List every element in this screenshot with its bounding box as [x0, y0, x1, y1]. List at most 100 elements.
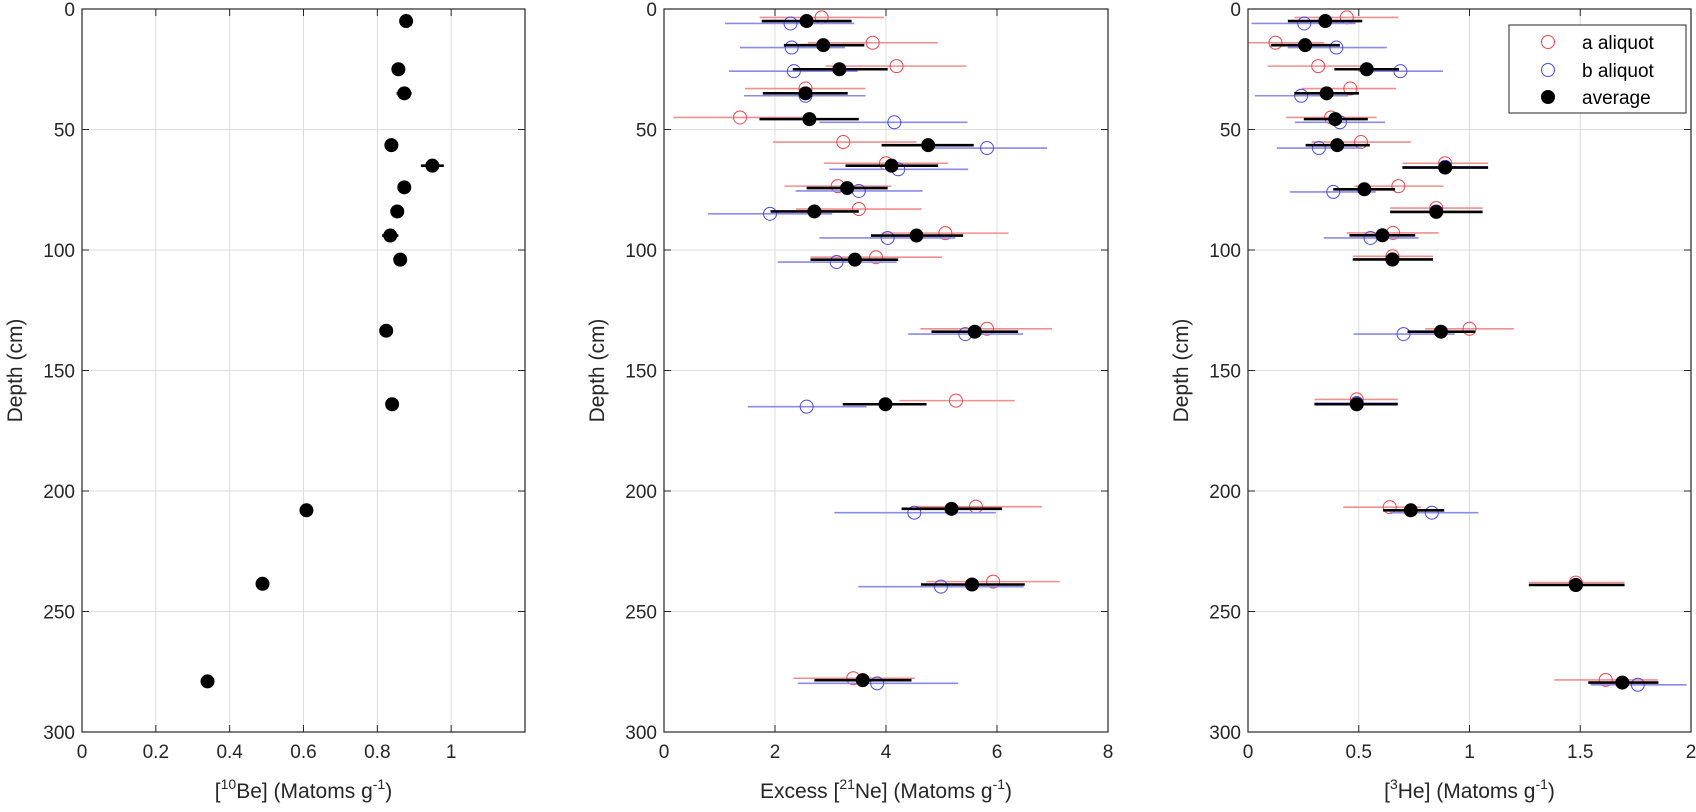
x-tick-label: 0.8	[364, 742, 390, 763]
x-axis-label-part: [	[1384, 780, 1390, 803]
x-tick-label: 0.2	[143, 742, 169, 763]
x-axis-label: Excess [21Ne] (Matoms g-1)	[760, 776, 1012, 803]
x-axis-label-part: )	[1548, 780, 1555, 803]
y-tick-label: 150	[625, 362, 657, 383]
data-point	[299, 503, 314, 518]
data-point	[1328, 112, 1343, 127]
x-tick-label: 8	[1103, 742, 1114, 763]
legend-marker-average	[1541, 90, 1555, 104]
series-average	[759, 14, 1025, 688]
data-point	[1357, 182, 1372, 197]
x-axis-label-part: Be] (Matoms g	[236, 780, 373, 803]
legend-box	[1508, 24, 1687, 114]
data-point	[1598, 672, 1613, 687]
y-tick-label: 200	[43, 482, 75, 503]
data-point	[986, 574, 1001, 589]
data-point	[807, 204, 822, 219]
data-point	[1385, 252, 1400, 267]
x-tick-label: 1.5	[1567, 742, 1593, 763]
y-tick-label: 100	[43, 241, 75, 262]
data-point	[933, 579, 948, 594]
data-point	[1359, 62, 1374, 77]
data-point	[425, 158, 440, 173]
x-axis-label-part: )	[1005, 780, 1012, 803]
x-tick-label: 2	[1686, 742, 1696, 763]
x-axis-label-superscript: -1	[1535, 776, 1548, 792]
x-tick-label: 4	[881, 742, 892, 763]
data-point	[397, 180, 412, 195]
data-point	[383, 228, 398, 243]
data-point	[870, 676, 885, 691]
series-a-aliquot	[673, 10, 1060, 686]
data-point	[255, 576, 270, 591]
series-average	[1270, 14, 1659, 690]
data-point	[1329, 40, 1344, 55]
data-point	[816, 38, 831, 53]
data-point	[884, 158, 899, 173]
data-point	[880, 230, 895, 245]
y-tick-label: 250	[625, 603, 657, 624]
data-point	[847, 252, 862, 267]
data-point	[907, 505, 922, 520]
data-point	[1438, 160, 1453, 175]
data-point	[391, 62, 406, 77]
y-tick-label: 100	[1209, 241, 1241, 262]
y-axis-label: Depth (cm)	[4, 319, 27, 423]
data-point	[1375, 228, 1390, 243]
data-point	[1349, 397, 1364, 412]
data-point	[1343, 81, 1358, 96]
data-point	[784, 40, 799, 55]
data-point	[1615, 675, 1630, 690]
data-point	[855, 673, 870, 688]
data-point	[1319, 86, 1334, 101]
data-point	[1396, 327, 1411, 342]
x-tick-label: 1	[446, 742, 457, 763]
data-point	[1330, 138, 1345, 153]
data-point	[390, 204, 405, 219]
data-point	[829, 255, 844, 270]
x-axis-label-superscript: -1	[373, 776, 386, 792]
data-point	[1311, 141, 1326, 156]
data-point	[948, 393, 963, 408]
x-tick-label: 0	[659, 742, 670, 763]
data-point	[967, 324, 982, 339]
data-point	[1630, 677, 1645, 692]
legend-marker-b-aliquot	[1541, 63, 1555, 77]
data-point	[802, 112, 817, 127]
y-axis-label: Depth (cm)	[1170, 319, 1193, 423]
x-axis-label-part: Ne] (Matoms g	[855, 780, 993, 803]
legend-label-a-aliquot: a aliquot	[1582, 33, 1655, 54]
data-point	[851, 202, 866, 217]
data-point	[1311, 59, 1326, 74]
x-tick-label: 6	[992, 742, 1003, 763]
x-axis-label-part: He] (Matoms g	[1398, 780, 1536, 803]
data-point	[836, 135, 851, 150]
x-tick-label: 0.6	[290, 742, 316, 763]
y-tick-label: 0	[646, 0, 657, 21]
y-tick-label: 0	[64, 0, 75, 21]
data-point	[865, 35, 880, 50]
data-point	[840, 181, 855, 196]
data-point	[887, 115, 902, 130]
data-point	[1326, 184, 1341, 199]
data-point	[1424, 505, 1439, 520]
y-tick-label: 300	[625, 723, 657, 744]
x-tick-label: 0.5	[1346, 742, 1372, 763]
y-tick-label: 250	[43, 603, 75, 624]
data-point	[1433, 324, 1448, 339]
panel-21ne: 0 2 4 6 8 0 50 100 150 200 250 300 Depth (cm) Excess …	[586, 0, 1113, 803]
data-point	[1391, 179, 1406, 194]
y-tick-label: 150	[1209, 362, 1241, 383]
x-axis-label-part: [	[215, 780, 221, 803]
x-axis-label-part: Excess [	[760, 780, 840, 803]
legend-label-b-aliquot: b aliquot	[1582, 61, 1655, 82]
data-point	[200, 674, 215, 689]
x-tick-label: 1	[1464, 742, 1475, 763]
x-axis-label-superscript: -1	[993, 776, 1006, 792]
y-tick-label: 100	[625, 241, 657, 262]
x-axis-label: [10Be] (Matoms g-1)	[215, 776, 392, 803]
y-tick-label: 200	[625, 482, 657, 503]
data-point	[1568, 577, 1583, 592]
data-point	[938, 226, 953, 241]
